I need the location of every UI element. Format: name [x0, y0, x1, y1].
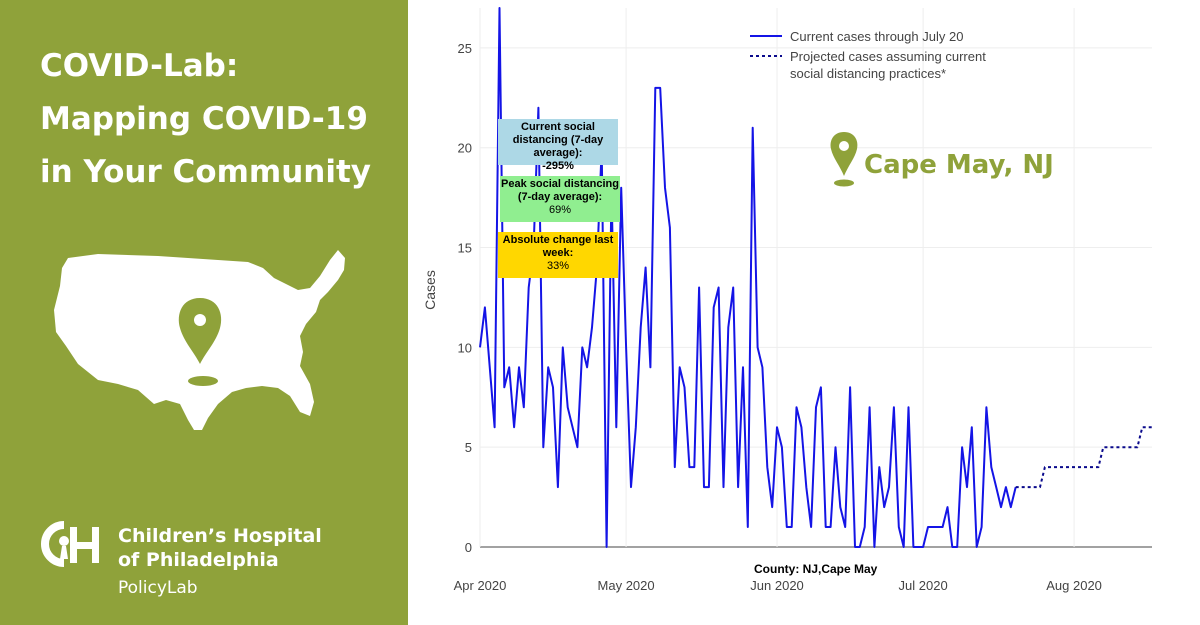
current-cases-line — [479, 7, 1017, 548]
x-tick-labels: Apr 2020 May 2020 Jun 2020 Jul 2020 Aug 2020 — [454, 578, 1102, 593]
y-tick-label: 10 — [458, 340, 472, 355]
legend-label-projected: Projected cases assuming current social … — [790, 49, 986, 81]
brand-name-line-1: Children’s Hospital — [118, 525, 322, 547]
x-tick-label: Aug 2020 — [1046, 578, 1102, 593]
peak-distancing-value: 69% — [548, 204, 572, 216]
brand-logo: Children’s Hospital of Philadelphia Poli… — [40, 515, 322, 598]
current-distancing-value: -295% — [542, 160, 574, 172]
headline-line-2: Mapping COVID-19 — [40, 101, 368, 137]
map-pin-icon — [830, 132, 858, 187]
legend-label-current: Current cases through July 20 — [790, 29, 964, 44]
x-tick-label: Jun 2020 — [750, 578, 804, 593]
y-axis-label: Cases — [422, 270, 438, 310]
projected-cases-line — [1015, 426, 1152, 489]
x-tick-label: Apr 2020 — [454, 578, 507, 593]
headline-line-3: in Your Community — [40, 154, 371, 190]
weekly-change-annotation: Absolute change last week: 33% — [498, 232, 618, 278]
weekly-change-title: Absolute change last week: — [502, 234, 614, 259]
y-gridlines — [480, 47, 1152, 548]
x-gridlines — [479, 8, 1075, 547]
headline-line-1: COVID-Lab: — [40, 48, 239, 84]
county-label: County: NJ,Cape May — [754, 562, 878, 576]
location-name: Cape May, NJ — [864, 150, 1054, 180]
y-tick-label: 5 — [465, 440, 472, 455]
y-tick-labels: 0 5 10 15 20 25 — [458, 41, 472, 555]
location-marker: Cape May, NJ — [828, 130, 1054, 192]
cases-chart: 0 5 10 15 20 25 Apr 2020 May 2020 Jun 2020 Jul 2… — [422, 7, 1152, 593]
current-distancing-annotation: Current social distancing (7-day average… — [498, 119, 618, 172]
brand-name-line-2: of Philadelphia — [118, 549, 279, 571]
y-tick-label: 0 — [465, 540, 472, 555]
series-lines — [479, 7, 1152, 548]
peak-distancing-annotation: Peak social distancing (7-day average): … — [500, 176, 620, 222]
chop-logo-icon — [41, 521, 99, 567]
y-tick-label: 20 — [458, 141, 472, 156]
legend-item-current: Current cases through July 20 — [750, 28, 1020, 45]
us-map-icon — [54, 250, 345, 430]
legend-swatch-solid — [750, 35, 782, 37]
legend-item-projected: Projected cases assuming current social … — [750, 48, 1020, 82]
brand-subtitle: PolicyLab — [118, 578, 198, 598]
y-tick-label: 25 — [458, 41, 472, 56]
headline: COVID-Lab: Mapping COVID-19 in Your Comm… — [40, 40, 371, 199]
left-panel: COVID-Lab: Mapping COVID-19 in Your Comm… — [0, 0, 408, 625]
peak-distancing-title: Peak social distancing (7-day average): — [501, 178, 619, 203]
chart-legend: Current cases through July 20 Projected … — [750, 28, 1020, 85]
legend-swatch-dotted — [750, 55, 782, 57]
current-distancing-title: Current social distancing (7-day average… — [512, 121, 604, 159]
weekly-change-value: 33% — [546, 260, 570, 272]
y-tick-label: 15 — [458, 241, 472, 256]
x-tick-label: May 2020 — [598, 578, 655, 593]
x-tick-label: Jul 2020 — [899, 578, 948, 593]
